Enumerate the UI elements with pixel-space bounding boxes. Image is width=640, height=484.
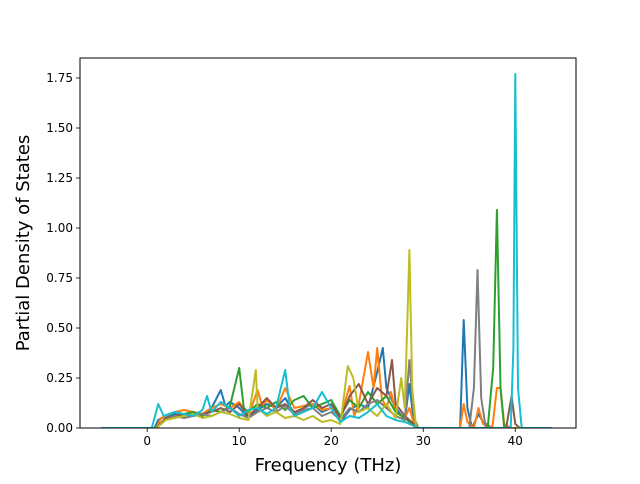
x-tick-label: 0: [143, 434, 151, 448]
y-tick-label: 1.50: [46, 121, 73, 135]
series-line-6: [101, 249, 553, 428]
y-tick-label: 0.50: [46, 321, 73, 335]
y-tick-label: 1.25: [46, 171, 73, 185]
y-tick-label: 1.75: [46, 71, 73, 85]
x-axis-label: Frequency (THz): [255, 455, 402, 476]
y-tick-label: 1.00: [46, 221, 73, 235]
x-tick-label: 20: [324, 434, 339, 448]
series-line-7: [101, 73, 553, 428]
x-tick-label: 30: [416, 434, 431, 448]
y-tick-label: 0.00: [46, 421, 73, 435]
x-tick-label: 40: [508, 434, 523, 448]
y-tick-label: 0.25: [46, 371, 73, 385]
series-layer: [101, 73, 553, 428]
x-axis-ticks: 0 10 20 30 40: [143, 428, 523, 448]
x-tick-label: 10: [232, 434, 247, 448]
y-tick-label: 0.75: [46, 271, 73, 285]
y-axis-ticks: 0.00 0.25 0.50 0.75 1.00 1.25 1.50 1.75: [46, 71, 80, 435]
y-axis-label: Partial Density of States: [13, 135, 34, 352]
plot-frame: [79, 57, 577, 429]
